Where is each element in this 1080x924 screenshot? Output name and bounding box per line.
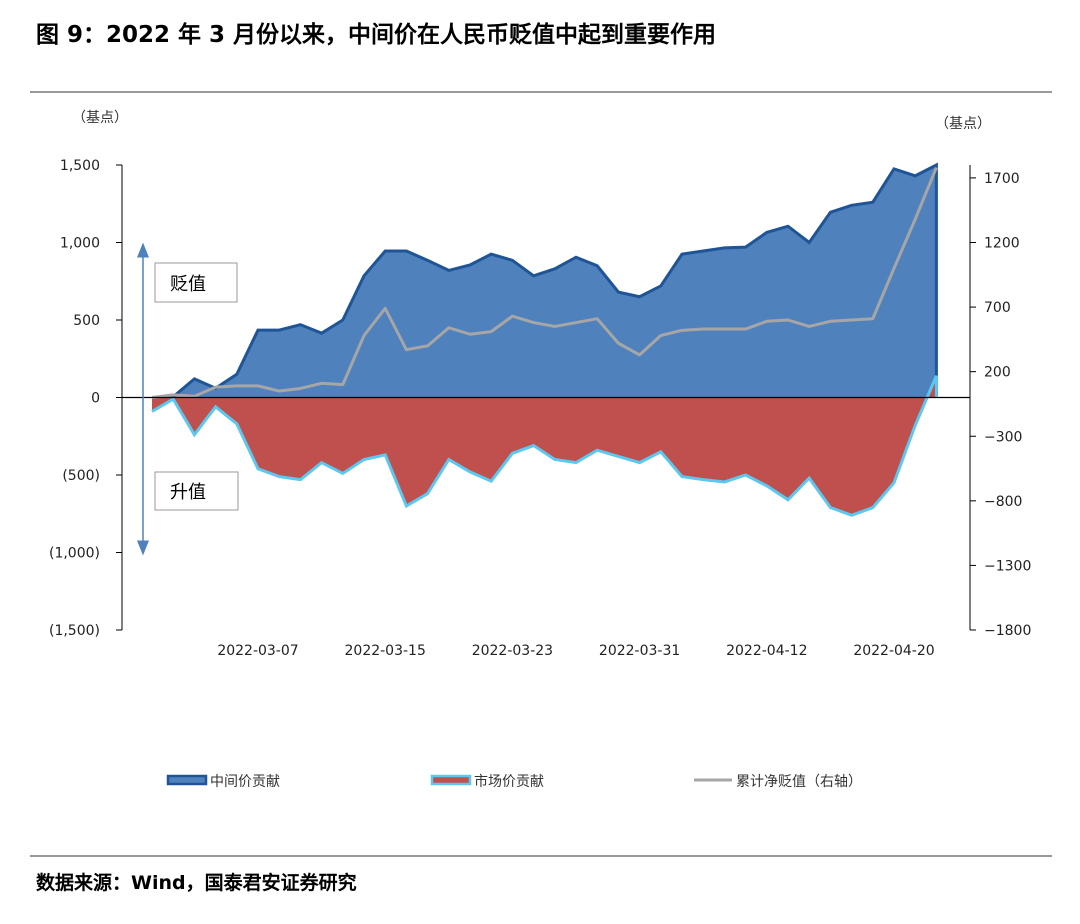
- plot: 1,500 1,000 500 0 (500) (1,000) (1,500) 1700 120…: [49, 158, 1031, 659]
- y2-tick-label: −1800: [984, 623, 1031, 639]
- legend-swatch: [430, 774, 472, 786]
- y-tick-label: 1,500: [60, 158, 100, 174]
- y2-tick-label: −800: [984, 494, 1022, 510]
- y-tick-label: 1,000: [60, 236, 100, 252]
- annotation-box: [154, 471, 239, 511]
- line: [151, 167, 938, 399]
- y-tick-label: (1,000): [49, 546, 100, 562]
- y2-tick-label: −300: [984, 429, 1022, 445]
- y2-tick-label: 1200: [984, 236, 1020, 252]
- y2-tick-label: 1700: [984, 171, 1020, 187]
- annotation: 贬值: [170, 274, 206, 295]
- y2-tick-label: 200: [984, 365, 1011, 381]
- x-tick-label: 2022-04-20: [853, 643, 934, 659]
- legend-label: 市场价贡献: [474, 773, 544, 790]
- y-unit: （基点）: [72, 109, 128, 126]
- x-tick-label: 2022-03-31: [599, 643, 680, 659]
- legend-swatch: [166, 774, 208, 786]
- x-tick-label: 2022-03-23: [472, 643, 553, 659]
- y-tick-label: (1,500): [49, 623, 100, 639]
- x-tick-label: 2022-03-15: [345, 643, 426, 659]
- chart-title: 图 9：2022 年 3 月份以来，中间价在人民币贬值中起到重要作用: [36, 21, 716, 48]
- area: [152, 375, 937, 516]
- x-tick-label: 2022-03-07: [217, 643, 298, 659]
- legend: 中间价贡献 市场价贡献 累计净贬值（右轴）: [166, 773, 862, 790]
- y2-tick-label: −1300: [984, 558, 1031, 574]
- y-tick-label: 500: [73, 313, 100, 329]
- annotation: 升值: [170, 482, 206, 503]
- y-tick-label: (500): [62, 468, 100, 484]
- area-edge: [151, 162, 938, 399]
- y-tick-label: 0: [91, 391, 100, 407]
- area: [152, 165, 937, 398]
- annotation-box: [154, 262, 238, 303]
- source: 数据来源：Wind，国泰君安证券研究: [36, 871, 357, 894]
- y2-unit: （基点）: [935, 115, 991, 132]
- legend-label: 累计净贬值（右轴）: [736, 774, 862, 790]
- area-edge: [151, 375, 938, 517]
- legend-label: 中间价贡献: [210, 774, 280, 790]
- y2-tick-label: 700: [984, 300, 1011, 316]
- x-tick-label: 2022-04-12: [726, 643, 807, 659]
